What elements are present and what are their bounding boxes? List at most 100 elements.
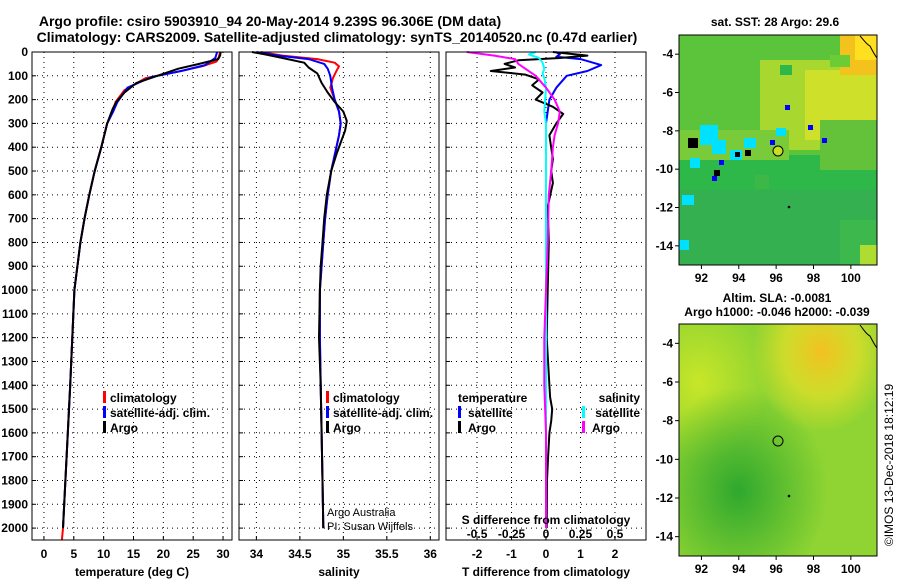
x-tick-label: 35 <box>337 547 351 561</box>
temperature-grid <box>32 51 232 540</box>
map-x-tick-label: 96 <box>769 271 783 285</box>
temperature-frame <box>31 51 233 541</box>
sla-map-ticks: -4 -6 -8 -10 -12 -14 92 94 96 98 100 <box>656 336 862 576</box>
map-x-tick-label: 92 <box>695 271 709 285</box>
map-x-tick-label: 100 <box>841 562 861 576</box>
x-tick-label: 35.5 <box>375 547 399 561</box>
credit-line2: PI: Susan Wijffels <box>327 521 413 533</box>
coastline-icon-sla <box>859 324 877 349</box>
float-position-marker-sla <box>772 435 784 447</box>
map-y-tick-label: -14 <box>656 239 674 253</box>
depth-tick-label: 700 <box>8 212 28 226</box>
sst-map-ticks: -4 -6 -8 -10 -12 -14 92 94 96 98 100 <box>656 47 862 285</box>
legend-swatch-argo-s <box>582 421 585 433</box>
depth-tick-label: 1900 <box>1 497 28 511</box>
depth-tick-label: 1700 <box>1 450 28 464</box>
series-line-climatology <box>60 51 222 541</box>
x-tick-label: 1 <box>577 547 584 561</box>
map-x-tick-label: 98 <box>807 271 821 285</box>
sla-map-title-line1: Altim. SLA: -0.0081 <box>723 291 832 305</box>
map-y-tick-label: -4 <box>662 47 673 61</box>
legend-header-salinity: salinity <box>599 391 641 405</box>
figure-title-line2: Climatology: CARS2009. Satellite-adjuste… <box>37 29 638 45</box>
legend-swatch-satellite-s <box>582 406 585 418</box>
temperature-panel: 0 5 10 15 20 25 30 temperature (deg C) climato… <box>31 51 233 579</box>
depth-tick-label: 900 <box>8 259 28 273</box>
legend-label-argo-s: Argo <box>592 421 620 435</box>
x-tick-label: -1 <box>506 547 517 561</box>
map-x-tick-label: 94 <box>732 271 746 285</box>
depth-tick-label: 500 <box>8 164 28 178</box>
salinity-legend: climatology satellite-adj. clim. Argo <box>326 391 433 435</box>
sla-map-title-line2: Argo h1000: -0.046 h2000: -0.039 <box>684 305 870 319</box>
depth-tick-label: 100 <box>8 69 28 83</box>
legend-swatch-climatology <box>326 391 329 403</box>
legend-swatch-satellite <box>326 406 329 418</box>
salinity-difference-label: S difference from climatology <box>462 513 631 527</box>
salinity-xlabel: salinity <box>318 565 360 579</box>
map-x-tick-label: 94 <box>732 562 746 576</box>
salinity-difference-tick-label: -0.25 <box>498 527 526 541</box>
depth-tick-label: 1000 <box>1 283 28 297</box>
legend-label-climatology: climatology <box>333 391 400 405</box>
map-y-tick-label: -10 <box>656 162 674 176</box>
series-line-climatology <box>260 51 342 529</box>
salinity-grid <box>239 51 439 540</box>
depth-tick-label: 1500 <box>1 402 28 416</box>
map-y-tick-label: -4 <box>662 336 673 350</box>
sla-map-field <box>679 324 877 556</box>
float-position-marker <box>772 145 784 157</box>
series-line-argo-salinity <box>466 51 561 529</box>
sst-map: sat. SST: 28 Argo: 29.6 <box>656 15 878 285</box>
depth-tick-label: 1600 <box>1 426 28 440</box>
salinity-series <box>251 51 348 529</box>
x-tick-label: 34 <box>250 547 264 561</box>
salinity-panel: 34 34.5 35 35.5 36 salinity climatology sate… <box>238 51 440 579</box>
temperature-xlabel: temperature (deg C) <box>75 565 189 579</box>
map-x-tick-label: 96 <box>769 562 783 576</box>
map-y-tick-label: -10 <box>656 452 674 466</box>
legend-header-temperature: temperature <box>458 391 528 405</box>
legend-swatch-argo <box>103 421 106 433</box>
island-marker <box>787 205 791 209</box>
map-x-tick-label: 100 <box>841 271 861 285</box>
sla-map-frame <box>678 323 878 557</box>
sst-map-title: sat. SST: 28 Argo: 29.6 <box>711 15 840 29</box>
legend-swatch-satellite-t <box>458 406 461 418</box>
sst-map-frame <box>678 34 878 266</box>
legend-swatch-climatology <box>103 391 106 403</box>
salinity-difference-tick-label: 0.5 <box>607 527 624 541</box>
depth-tick-label: 0 <box>21 45 28 59</box>
series-line-argo <box>251 51 348 529</box>
difference-series <box>466 51 603 529</box>
salinity-x-ticks: 34 34.5 35 35.5 36 <box>250 536 438 561</box>
map-x-tick-label: 98 <box>807 562 821 576</box>
depth-tick-label: 800 <box>8 235 28 249</box>
depth-tick-label: 400 <box>8 140 28 154</box>
sla-map: Altim. SLA: -0.0081 Argo h1000: -0.046 h… <box>656 291 878 576</box>
x-tick-label: 2 <box>612 547 619 561</box>
x-tick-label: 36 <box>424 547 438 561</box>
x-tick-label: 25 <box>187 547 201 561</box>
map-y-tick-label: -6 <box>662 375 673 389</box>
x-tick-label: 30 <box>216 547 230 561</box>
map-y-tick-label: -8 <box>662 124 673 138</box>
difference-x-ticks: -2 -1 0 1 2 <box>472 536 619 561</box>
legend-swatch-argo <box>326 421 329 433</box>
sst-map-field <box>679 35 877 265</box>
salinity-difference-tick-label: 0 <box>543 527 550 541</box>
credit-line1: Argo Australia <box>327 507 396 519</box>
x-tick-label: 0 <box>543 547 550 561</box>
x-tick-label: 34.5 <box>288 547 312 561</box>
depth-axis: 0 100 200 300 400 500 600 700 800 900 1000 1100 1200… <box>1 45 28 535</box>
x-tick-label: -2 <box>472 547 483 561</box>
map-y-tick-label: -12 <box>656 201 674 215</box>
imos-timestamp: ©IMOS 13-Dec-2018 18:12:19 <box>882 384 896 547</box>
legend-label-climatology: climatology <box>110 391 177 405</box>
legend-label-satellite: satellite-adj. clim. <box>333 406 433 420</box>
salinity-difference-tick-label: 0.25 <box>569 527 593 541</box>
legend-label-satellite-s: satellite <box>595 406 640 420</box>
legend-label-argo: Argo <box>110 421 138 435</box>
series-line-satellite-temperature <box>545 51 603 529</box>
